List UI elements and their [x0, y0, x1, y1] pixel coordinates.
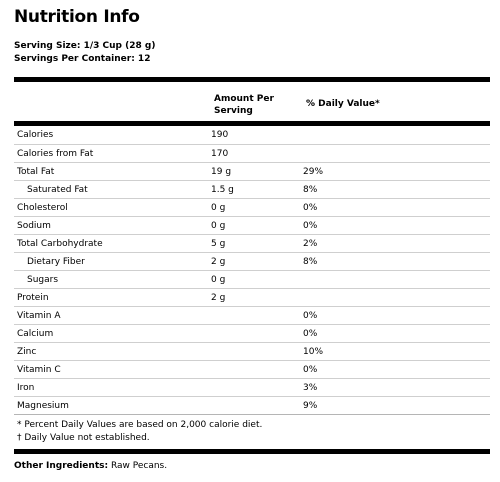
- nutrient-name: Vitamin A: [17, 311, 61, 321]
- amount-header-line1: Amount Per: [214, 94, 274, 104]
- nutrient-row: Calcium 0%: [14, 324, 490, 343]
- nutrient-amount: 0 g: [211, 221, 226, 231]
- table-bottom-rule: [14, 414, 490, 415]
- nutrient-daily-value: 0%: [303, 311, 318, 321]
- nutrient-amount: 190: [211, 130, 229, 140]
- nutrient-amount: 0 g: [211, 203, 226, 213]
- other-ingredients-label: Other Ingredients:: [14, 461, 109, 471]
- nutrient-daily-value: 8%: [303, 257, 318, 267]
- nutrient-daily-value: 3%: [303, 383, 318, 393]
- nutrient-row: Total Carbohydrate 5 g 2%: [14, 234, 490, 253]
- nutrient-daily-value: 0%: [303, 329, 318, 339]
- amount-per-serving-header: Amount Per Serving: [214, 93, 274, 117]
- nutrient-row: Protein 2 g: [14, 288, 490, 307]
- nutrient-name: Vitamin C: [17, 365, 61, 375]
- top-thick-rule: [14, 77, 490, 82]
- nutrient-amount: 170: [211, 149, 229, 159]
- nutrient-row: Dietary Fiber 2 g 8%: [14, 252, 490, 271]
- nutrient-name: Sodium: [17, 221, 51, 231]
- nutrient-row: Vitamin A 0%: [14, 306, 490, 325]
- nutrient-amount: 2 g: [211, 257, 226, 267]
- nutrient-name: Calcium: [17, 329, 54, 339]
- nutrient-name: Cholesterol: [17, 203, 68, 213]
- nutrient-name: Iron: [17, 383, 35, 393]
- nutrient-row: Magnesium 9%: [14, 396, 490, 415]
- nutrient-row: Cholesterol 0 g 0%: [14, 198, 490, 217]
- nutrient-name: Calories from Fat: [17, 149, 94, 159]
- nutrient-amount: 0 g: [211, 275, 226, 285]
- nutrient-name: Sugars: [27, 275, 59, 285]
- other-ingredients: Other Ingredients: Raw Pecans.: [14, 461, 167, 471]
- nutrient-name: Saturated Fat: [27, 185, 88, 195]
- nutrient-daily-value: 0%: [303, 365, 318, 375]
- nutrient-daily-value: 2%: [303, 239, 318, 249]
- nutrient-daily-value: 0%: [303, 203, 318, 213]
- nutrient-row: Sodium 0 g 0%: [14, 216, 490, 235]
- nutrient-amount: 1.5 g: [211, 185, 234, 195]
- footer-thick-rule: [14, 449, 490, 454]
- nutrient-row: Calories from Fat 170: [14, 144, 490, 163]
- nutrient-daily-value: 9%: [303, 401, 318, 411]
- nutrient-row: Saturated Fat 1.5 g 8%: [14, 180, 490, 199]
- footnote-percent-dv: * Percent Daily Values are based on 2,00…: [17, 420, 263, 430]
- nutrient-row: Calories 190: [14, 126, 490, 144]
- nutrient-name: Magnesium: [17, 401, 69, 411]
- nutrient-daily-value: 0%: [303, 221, 318, 231]
- amount-header-line2: Serving: [214, 106, 253, 116]
- nutrient-row: Zinc 10%: [14, 342, 490, 361]
- other-ingredients-value: Raw Pecans.: [110, 461, 168, 471]
- nutrient-amount: 5 g: [211, 239, 226, 249]
- nutrient-amount: 2 g: [211, 293, 226, 303]
- nutrient-row: Vitamin C 0%: [14, 360, 490, 379]
- header-bottom-rule: [14, 121, 490, 126]
- nutrient-name: Total Fat: [17, 167, 55, 177]
- nutrient-name: Total Carbohydrate: [17, 239, 103, 249]
- nutrient-row: Total Fat 19 g 29%: [14, 162, 490, 181]
- nutrient-name: Dietary Fiber: [27, 257, 85, 267]
- nutrient-name: Calories: [17, 130, 54, 140]
- nutrient-amount: 19 g: [211, 167, 232, 177]
- footnote-dv-not-established: † Daily Value not established.: [17, 433, 150, 443]
- nutrient-row: Iron 3%: [14, 378, 490, 397]
- nutrient-row: Sugars 0 g: [14, 270, 490, 289]
- serving-size: Serving Size: 1/3 Cup (28 g): [14, 41, 156, 51]
- nutrient-name: Protein: [17, 293, 49, 303]
- nutrient-daily-value: 8%: [303, 185, 318, 195]
- nutrient-name: Zinc: [17, 347, 37, 357]
- nutrient-daily-value: 29%: [303, 167, 324, 177]
- servings-per-container: Servings Per Container: 12: [14, 54, 151, 64]
- daily-value-header: % Daily Value*: [306, 99, 380, 109]
- nutrient-daily-value: 10%: [303, 347, 324, 357]
- nutrition-title: Nutrition Info: [14, 7, 140, 27]
